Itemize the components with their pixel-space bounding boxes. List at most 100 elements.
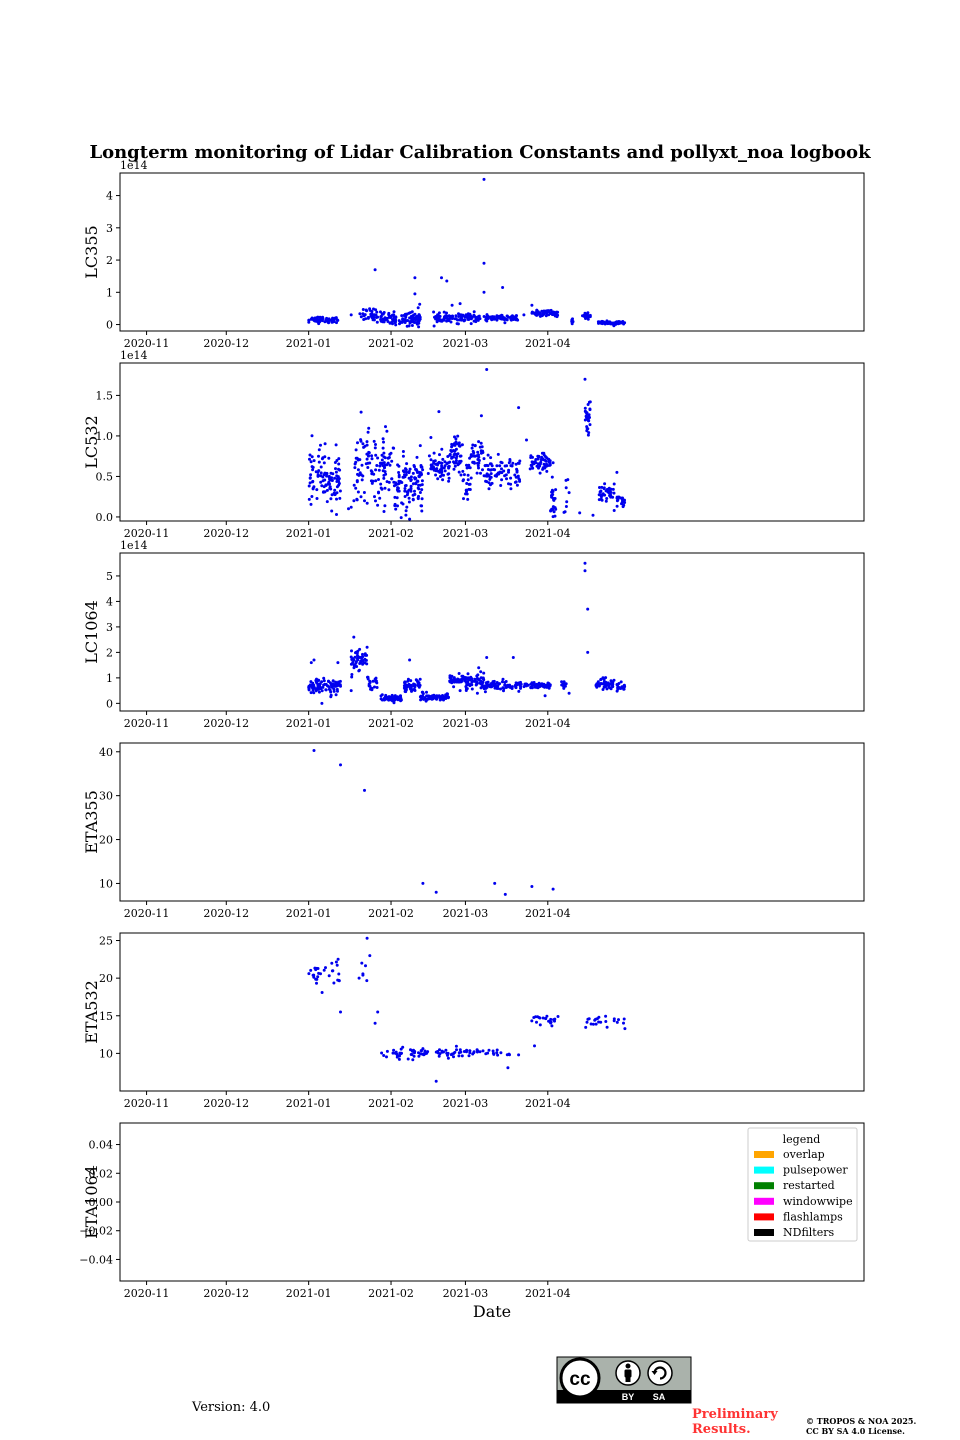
data-point <box>522 313 526 317</box>
data-point <box>530 1019 534 1023</box>
data-point <box>440 467 443 471</box>
data-point <box>488 315 492 319</box>
data-point <box>379 482 383 486</box>
data-point <box>481 1049 485 1053</box>
data-point <box>513 473 517 477</box>
data-point <box>454 447 458 451</box>
y-tick-label: 3 <box>106 222 113 235</box>
data-point <box>330 509 334 513</box>
panel-eta355: 2020-11 2020-12 2021-01 2021-02 2021-03 2021-… <box>82 742 865 920</box>
data-point <box>349 655 353 659</box>
data-point <box>405 470 408 474</box>
data-point <box>374 453 378 457</box>
data-point <box>482 474 486 478</box>
data-point <box>495 686 498 690</box>
data-point <box>373 677 377 681</box>
data-point <box>492 1052 496 1056</box>
data-point <box>539 460 543 464</box>
data-point <box>493 468 497 472</box>
data-point <box>485 656 489 659</box>
data-point <box>387 311 391 315</box>
data-point <box>366 461 370 465</box>
data-point <box>414 481 418 485</box>
data-point <box>429 463 433 467</box>
data-point <box>485 368 489 371</box>
data-point <box>401 502 405 506</box>
data-point <box>397 482 401 485</box>
x-tick-label: 2020-11 <box>124 907 170 920</box>
data-point <box>316 975 320 979</box>
data-point <box>495 1048 499 1052</box>
data-point <box>327 319 331 322</box>
data-point <box>401 450 405 453</box>
data-point <box>324 688 328 692</box>
data-point <box>429 467 433 471</box>
data-point <box>504 473 508 477</box>
data-point <box>487 1048 491 1052</box>
data-point <box>420 497 424 501</box>
data-point <box>445 311 448 315</box>
data-point <box>403 681 407 685</box>
data-point <box>363 661 367 665</box>
data-point <box>314 316 318 320</box>
data-point <box>588 408 592 412</box>
data-point <box>453 317 457 321</box>
data-point <box>412 1054 416 1058</box>
data-point <box>333 316 337 320</box>
data-point <box>500 467 503 471</box>
data-point <box>366 675 369 679</box>
data-point <box>347 507 350 511</box>
data-point <box>612 491 616 495</box>
data-point <box>547 460 551 464</box>
data-point <box>475 677 479 680</box>
data-point <box>311 684 315 688</box>
data-point <box>462 478 465 482</box>
cc-logo-icon: cc <box>559 1357 601 1399</box>
data-point <box>413 489 416 493</box>
data-point <box>315 981 318 985</box>
data-point <box>418 695 422 699</box>
cc-license-badge[interactable]: cc BY SA <box>556 1356 692 1404</box>
data-point <box>475 471 479 475</box>
data-point <box>407 500 411 504</box>
data-point <box>450 314 454 318</box>
data-point <box>398 1051 402 1055</box>
data-point <box>485 315 489 319</box>
data-point <box>587 1017 591 1021</box>
data-point <box>485 682 489 686</box>
cc-logo-text: cc <box>569 1369 591 1390</box>
data-point <box>615 689 619 693</box>
data-point <box>620 497 624 500</box>
data-point <box>435 462 439 466</box>
legend-swatch-ndfilters <box>754 1229 774 1236</box>
data-point <box>435 467 439 471</box>
axes-frame <box>119 742 865 902</box>
data-point <box>439 697 443 701</box>
data-point <box>562 510 566 514</box>
data-point <box>376 315 380 319</box>
data-point <box>564 478 568 482</box>
data-point <box>607 486 611 490</box>
data-point <box>620 501 624 505</box>
data-point <box>377 478 380 481</box>
x-tick-label: 2021-02 <box>368 907 414 920</box>
data-point <box>549 1020 552 1024</box>
data-point <box>319 465 323 469</box>
data-point <box>352 499 356 503</box>
data-point <box>481 680 485 684</box>
data-point <box>317 454 320 458</box>
data-point <box>542 310 546 314</box>
x-tick-label: 2021-03 <box>443 1097 489 1110</box>
data-point <box>465 466 469 470</box>
data-point <box>456 463 460 467</box>
data-point <box>587 431 591 435</box>
data-point <box>404 468 408 472</box>
data-point <box>551 507 555 511</box>
data-point <box>361 442 365 446</box>
data-point <box>364 964 367 968</box>
data-point <box>369 687 372 691</box>
data-point <box>309 661 313 665</box>
data-point <box>476 464 480 468</box>
data-point <box>450 442 454 446</box>
data-point <box>356 658 360 662</box>
